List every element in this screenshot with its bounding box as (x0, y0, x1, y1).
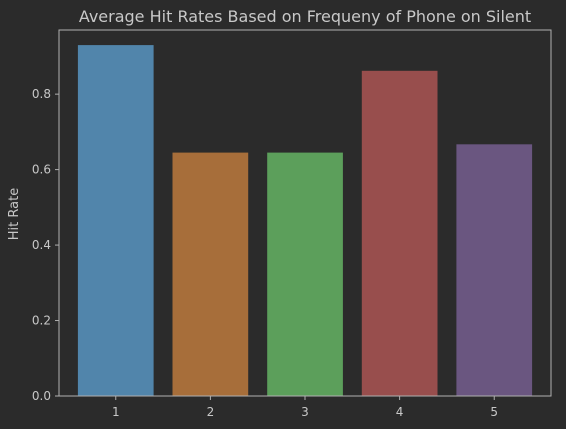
x-tick-label: 3 (301, 405, 309, 419)
bars-group (77, 45, 533, 397)
bar-1 (77, 45, 154, 396)
x-tick-label: 1 (112, 405, 120, 419)
bar-4 (361, 70, 438, 397)
x-tick-label: 4 (396, 405, 404, 419)
plot-frame (58, 29, 552, 397)
y-tick-label: 0.6 (32, 163, 51, 177)
bar-5 (456, 144, 533, 396)
y-tick-label: 0.8 (32, 87, 51, 101)
bar-3 (267, 152, 343, 396)
bar-2 (172, 152, 249, 396)
y-axis-title: Hit Rate (7, 188, 22, 240)
y-axis: 0.0 0.2 0.4 0.6 0.8 (32, 87, 59, 403)
y-tick-label: 0.4 (32, 238, 51, 252)
x-tick-label: 2 (207, 405, 215, 419)
x-tick-label: 5 (490, 405, 498, 419)
y-tick-label: 0.0 (32, 389, 51, 403)
y-tick-label: 0.2 (32, 314, 51, 328)
x-axis: 1 2 3 4 5 (112, 396, 498, 419)
chart-title: Average Hit Rates Based on Frequeny of P… (79, 7, 531, 26)
